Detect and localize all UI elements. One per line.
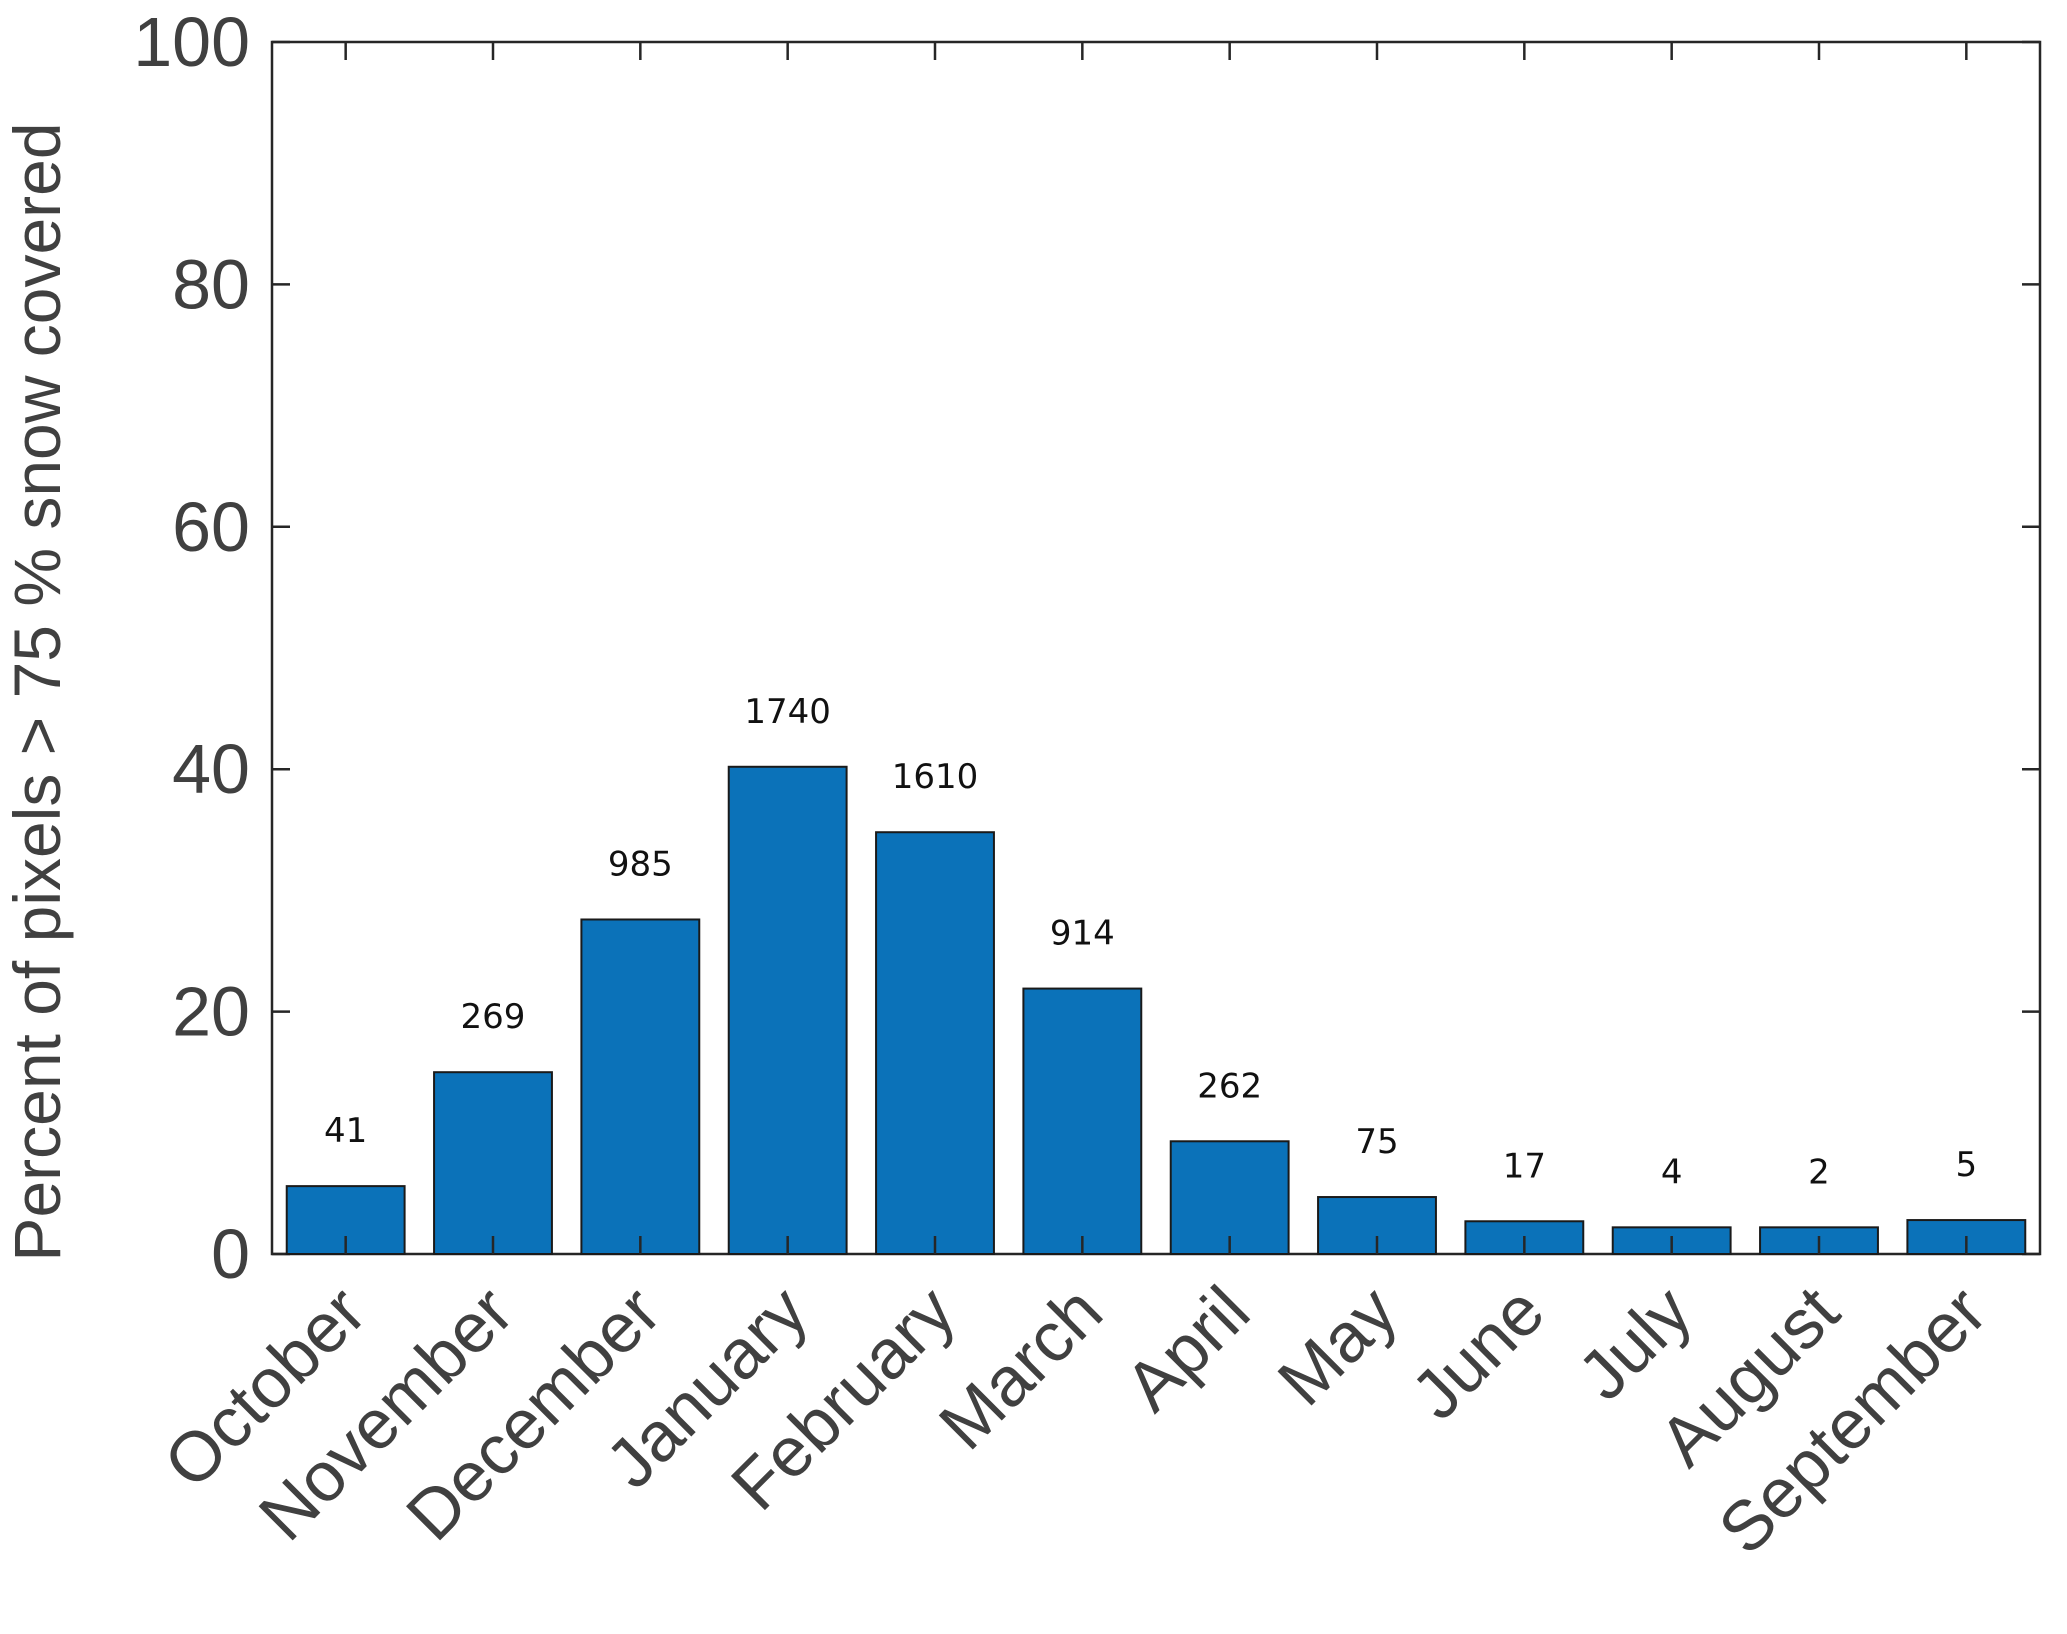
bar-january [727,765,848,1255]
y-tick-label: 100 [133,3,250,81]
bar-label-february: 1610 [892,757,979,797]
y-tick-label: 60 [172,488,250,566]
bar-december [580,918,701,1255]
x-axis-tick-labels: OctoberNovemberDecemberJanuaryFebruaryMa… [149,42,2001,1569]
bar-label-april: 262 [1197,1066,1262,1106]
x-tick-label-april: April [1110,1271,1264,1425]
y-tick-label: 40 [172,730,250,808]
bar-label-october: 41 [324,1111,367,1151]
y-tick-label: 80 [172,245,250,323]
plot-area-border [270,40,2042,1256]
bar-label-march: 914 [1050,914,1115,954]
bar-february [875,831,995,1255]
bar-label-june: 17 [1503,1146,1546,1186]
y-tick-label: 20 [172,973,250,1051]
bar-label-january: 1740 [744,692,831,732]
bar-label-may: 75 [1355,1122,1398,1162]
x-tick-label-may: May [1263,1271,1412,1420]
bar-label-november: 269 [461,997,526,1037]
bar-march [1022,987,1143,1256]
bar-label-september: 5 [1956,1145,1978,1185]
plot-frame [270,40,2042,1256]
bars [285,765,2027,1256]
bar-label-august: 2 [1808,1152,1830,1192]
x-tick-label-march: March [924,1271,1117,1464]
bar-label-december: 985 [608,844,673,884]
bar-november [433,1071,553,1255]
bar-april [1169,1140,1290,1256]
y-axis-ticks: 0 20 40 60 80 100 [133,3,2040,1293]
bar-value-labels: 41 269 985 1740 1610 914 262 75 17 4 2 5 [324,692,1977,1193]
y-tick-label: 0 [211,1215,250,1293]
x-tick-label-june: June [1396,1271,1558,1433]
y-axis-label: Percent of pixels > 75 % snow covered [0,122,74,1261]
bar-label-july: 4 [1661,1152,1683,1192]
